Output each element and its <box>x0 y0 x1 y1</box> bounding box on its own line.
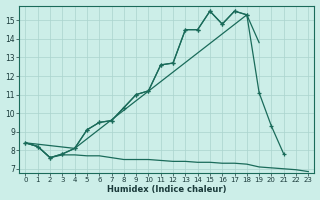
X-axis label: Humidex (Indice chaleur): Humidex (Indice chaleur) <box>107 185 227 194</box>
